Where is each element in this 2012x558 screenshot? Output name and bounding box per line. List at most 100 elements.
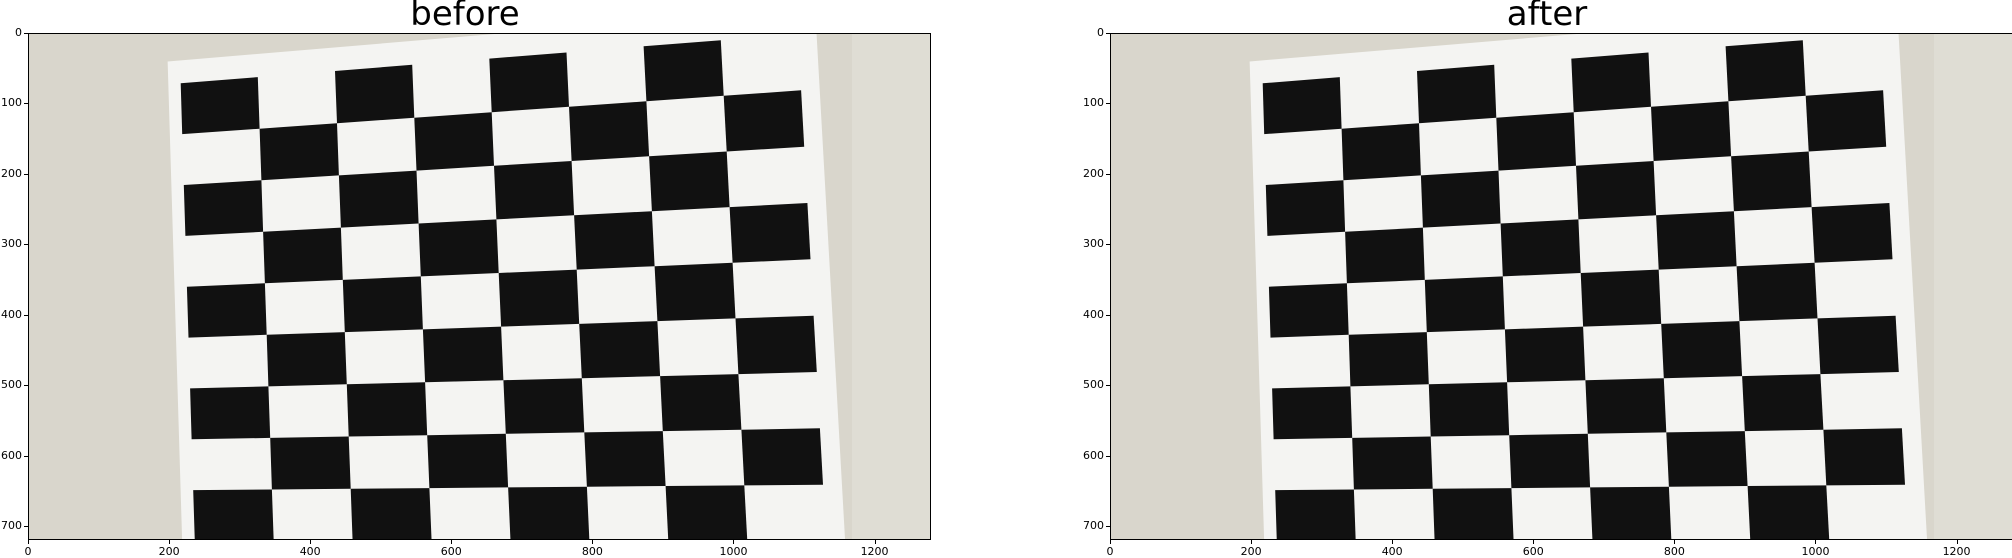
y-tick-label: 700 — [1083, 518, 1104, 532]
y-tick-label: 600 — [1083, 448, 1104, 462]
x-tick-mark — [28, 540, 29, 544]
checker-square — [1424, 276, 1505, 333]
checker-square — [1656, 211, 1737, 270]
x-tick-mark — [1533, 540, 1535, 544]
y-tick-mark — [1106, 173, 1110, 175]
x-tick-mark — [310, 540, 312, 544]
checker-square — [1345, 227, 1425, 284]
y-tick-label: 400 — [1083, 307, 1104, 321]
checker-square — [729, 203, 811, 263]
checker-square — [1500, 219, 1581, 277]
checker-square — [1742, 374, 1824, 432]
x-tick-label: 200 — [158, 545, 180, 558]
checker-square — [1420, 170, 1501, 228]
checker-square — [1268, 283, 1349, 338]
checker-square — [665, 485, 748, 539]
wall-texture — [1934, 34, 2012, 539]
checker-square — [1352, 436, 1433, 490]
checker-square — [263, 227, 343, 284]
checker-square — [503, 378, 585, 434]
y-tick-mark — [24, 103, 28, 105]
y-tick-label: 100 — [1083, 96, 1104, 110]
checker-square — [1496, 112, 1576, 171]
x-tick-mark — [1815, 540, 1817, 544]
checker-square — [574, 211, 655, 270]
checker-square — [654, 262, 736, 322]
x-tick-label: 600 — [440, 545, 462, 558]
checker-square — [350, 488, 432, 539]
checker-square — [1736, 262, 1818, 322]
checker-square — [1348, 332, 1429, 387]
image-frame — [1110, 33, 2012, 540]
y-tick-mark — [24, 455, 28, 457]
x-tick-mark — [733, 540, 735, 544]
checker-square — [1805, 90, 1887, 152]
checker-square — [1823, 428, 1905, 486]
y-tick-label: 0 — [1097, 26, 1104, 39]
checker-square — [1731, 151, 1812, 212]
y-tick-label: 400 — [1, 307, 22, 321]
checker-square — [1725, 40, 1806, 102]
checker-square — [193, 489, 274, 539]
checker-square — [1651, 101, 1732, 161]
x-tick-label: 0 — [24, 545, 32, 558]
checker-square — [186, 283, 267, 338]
checkerboard-image — [29, 34, 930, 539]
x-tick-mark — [592, 540, 594, 544]
x-tick-mark — [1956, 540, 1958, 544]
y-tick-label: 100 — [1, 96, 22, 110]
y-tick-mark — [1106, 525, 1110, 527]
y-tick-mark — [24, 314, 28, 316]
y-tick-mark — [1106, 314, 1110, 316]
y-tick-label: 0 — [15, 26, 22, 39]
checker-square — [649, 151, 730, 212]
checker-square — [1811, 203, 1893, 263]
y-tick-label: 500 — [1083, 378, 1104, 392]
checker-square — [494, 161, 575, 220]
checker-square — [270, 436, 351, 490]
checker-square — [1580, 269, 1662, 327]
checker-square — [1275, 489, 1356, 539]
checker-square — [723, 90, 805, 152]
panel-title: before — [410, 0, 520, 34]
after-panel: after 0 100 200 300 400 500 600 700 0 200 400 600 80… — [1082, 0, 2012, 558]
y-tick-label: 300 — [1, 237, 22, 251]
wall-texture — [852, 34, 930, 539]
y-tick-mark — [1106, 103, 1110, 105]
checker-square — [735, 315, 817, 375]
checker-square — [1504, 326, 1586, 383]
checker-square — [342, 276, 423, 333]
y-tick-mark — [1106, 385, 1110, 387]
x-tick-label: 400 — [299, 545, 321, 558]
checker-square — [1265, 180, 1346, 236]
checker-square — [1576, 161, 1657, 220]
checker-square — [1262, 77, 1342, 135]
checker-square — [1432, 488, 1514, 539]
x-tick-mark — [1110, 540, 1111, 544]
checker-square — [259, 123, 339, 181]
x-tick-mark — [169, 540, 171, 544]
checker-square — [489, 52, 569, 113]
x-tick-label: 1000 — [1801, 545, 1830, 558]
checker-square — [1428, 382, 1510, 437]
checker-square — [335, 64, 415, 124]
checker-square — [180, 77, 260, 135]
y-tick-mark — [24, 244, 28, 246]
checker-square — [1817, 315, 1899, 375]
x-tick-label: 800 — [581, 545, 603, 558]
checker-square — [508, 486, 590, 539]
checkerboard-image — [1111, 34, 2012, 539]
x-tick-label: 1200 — [860, 545, 889, 558]
x-tick-label: 200 — [1240, 545, 1262, 558]
checker-square — [584, 431, 666, 487]
x-tick-label: 1000 — [719, 545, 748, 558]
y-tick-mark — [24, 173, 28, 175]
checker-square — [579, 321, 661, 379]
checker-square — [1590, 486, 1672, 539]
checker-square — [741, 428, 823, 486]
x-tick-mark — [1251, 540, 1253, 544]
checker-square — [643, 40, 724, 102]
x-tick-label: 800 — [1663, 545, 1685, 558]
before-panel: before 0 100 200 300 400 500 600 700 0 200 400 600 8… — [0, 0, 931, 558]
x-tick-mark — [874, 540, 876, 544]
